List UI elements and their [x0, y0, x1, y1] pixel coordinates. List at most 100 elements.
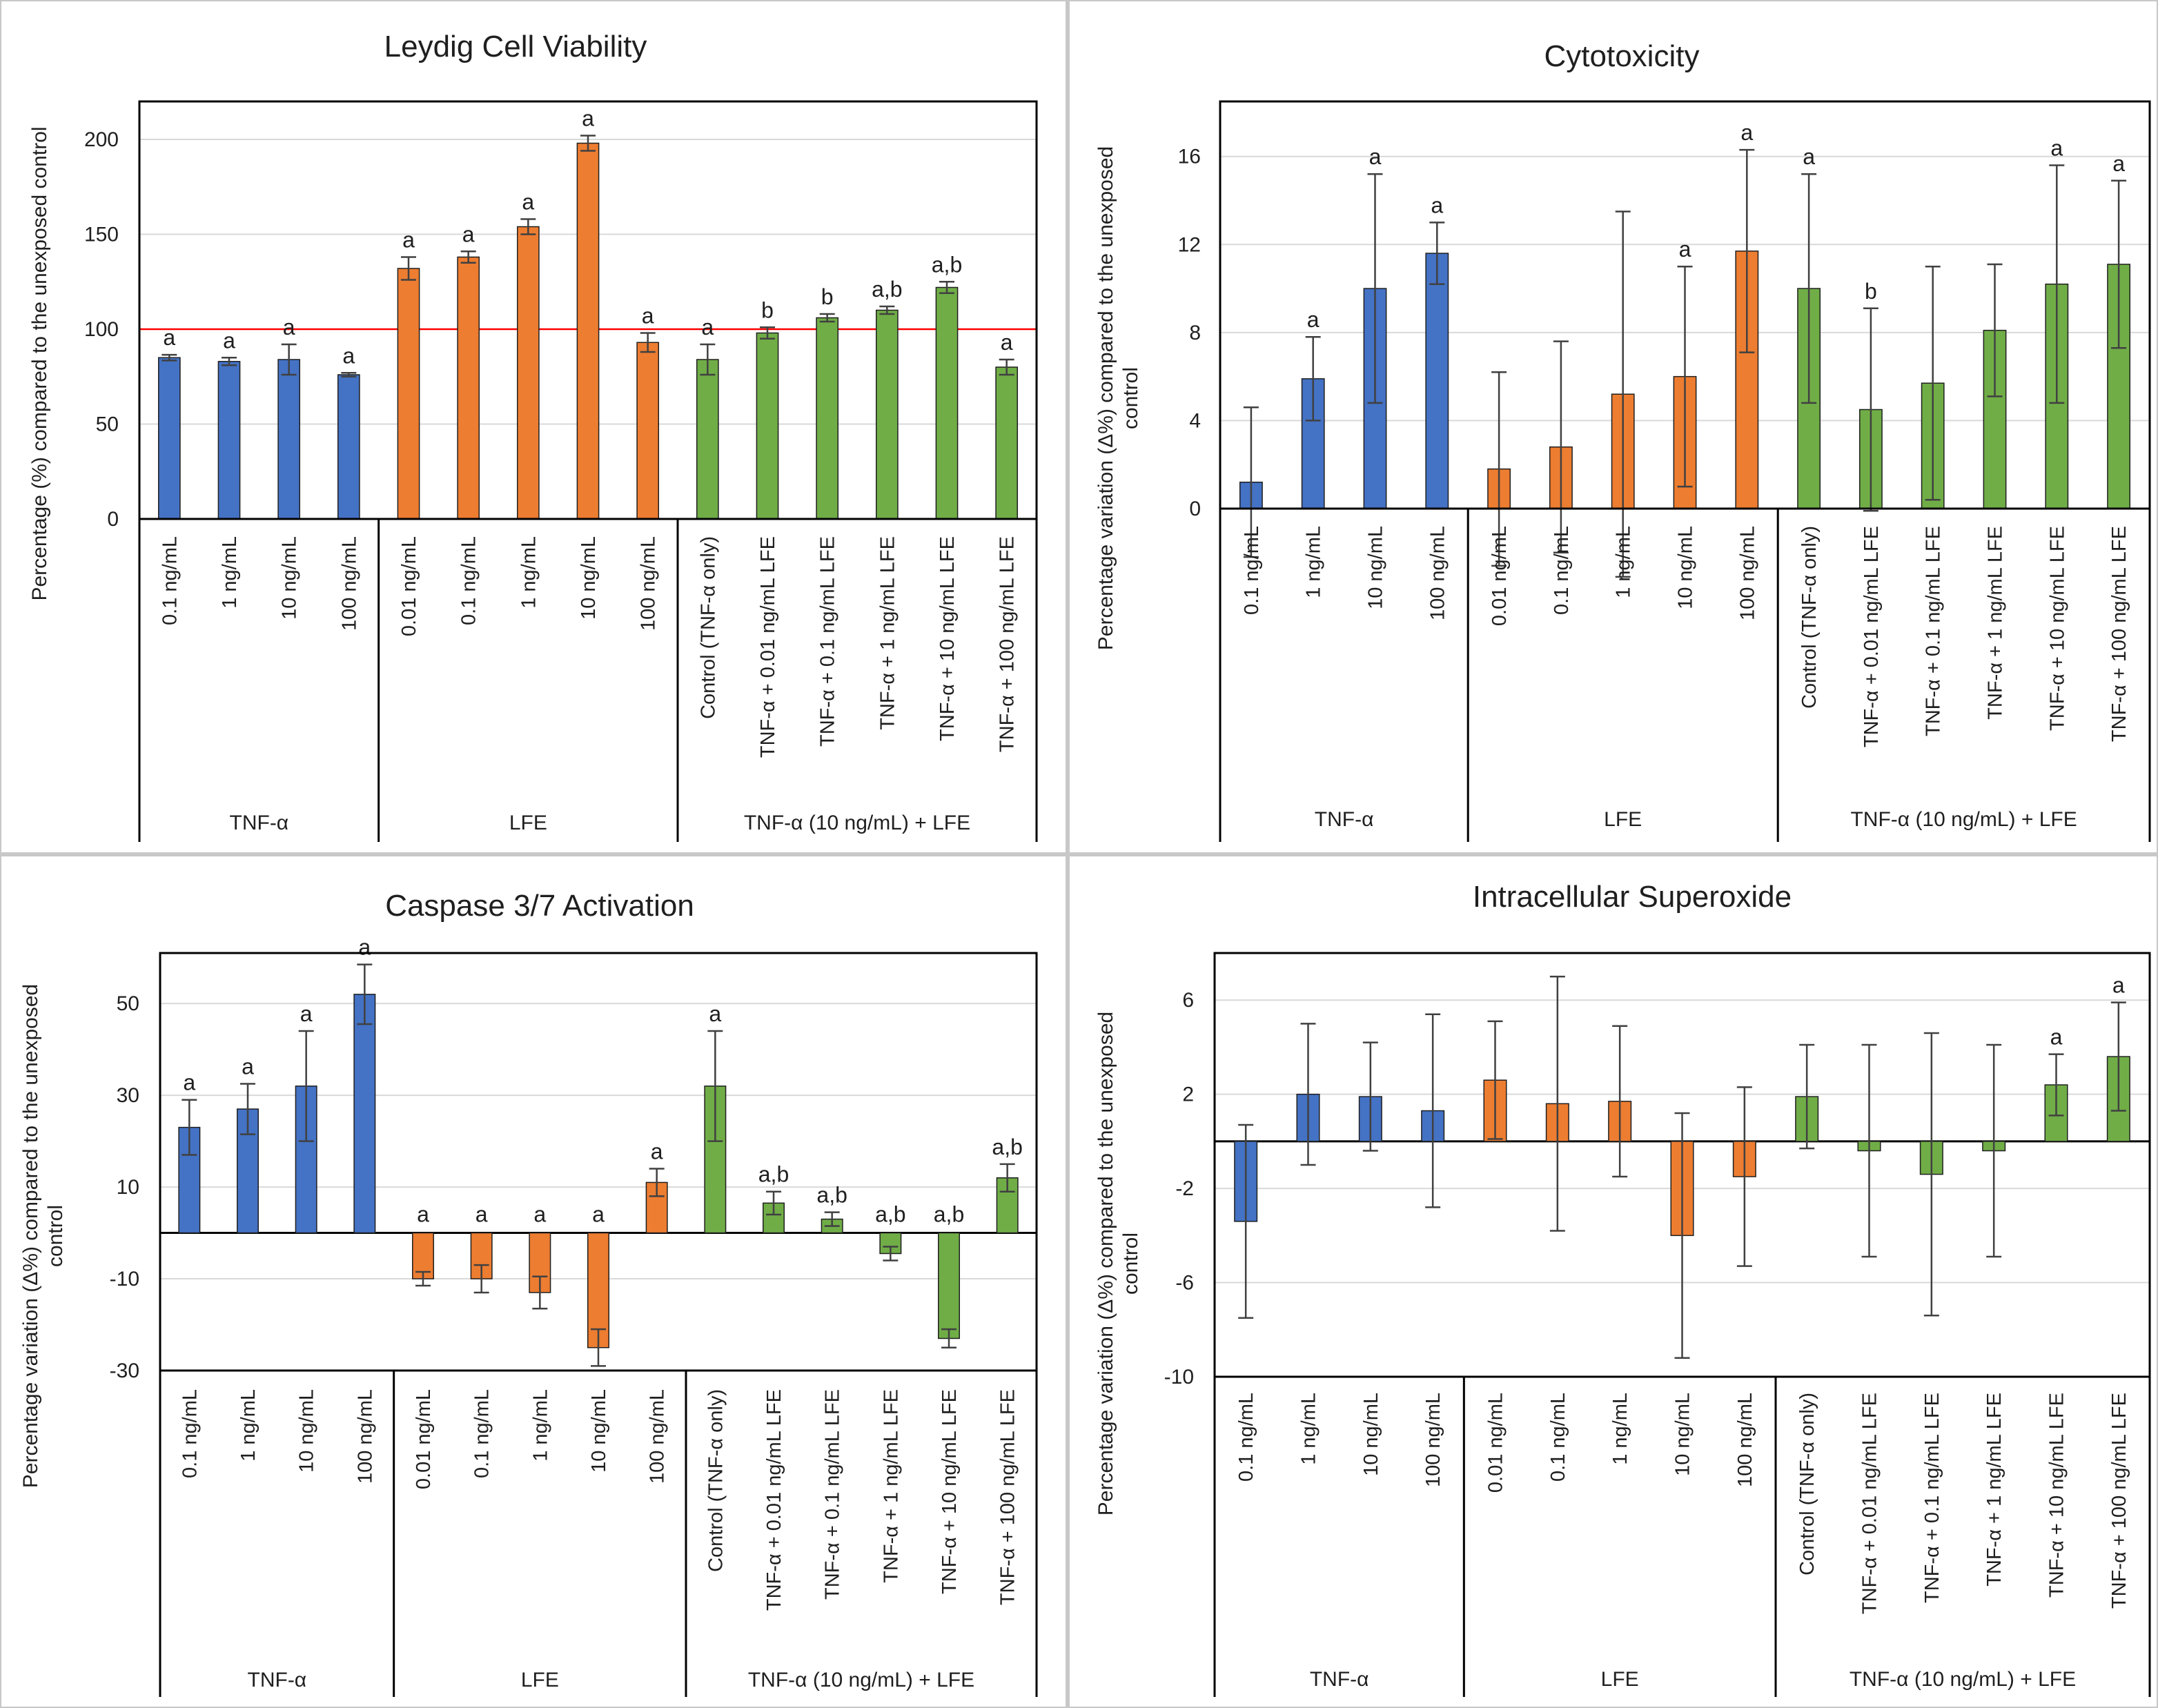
x-category-label: Control (TNF-α only)	[705, 1389, 727, 1572]
plot-frame	[138, 100, 1038, 520]
x-category-label: TNF-α + 1 ng/mL LFE	[1983, 1393, 2005, 1587]
x-category-label: TNF-α + 0.1 ng/mL LFE	[817, 536, 839, 747]
bar-combo	[995, 366, 1019, 520]
significance-label: a	[701, 315, 714, 340]
bar-combo	[938, 1232, 960, 1339]
x-category-label: Control (TNF-α only)	[1796, 1393, 1818, 1576]
plot-frame	[1219, 100, 2151, 510]
x-category-label: Control (TNF-α only)	[1798, 526, 1821, 709]
x-category-label: TNF-α + 100 ng/mL LFE	[997, 1389, 1019, 1605]
significance-label: a,b	[875, 1202, 905, 1227]
y-axis-label: Percentage variation (Δ%) compared to th…	[19, 984, 67, 1488]
significance-label: a,b	[932, 252, 962, 277]
group-label: LFE	[509, 812, 547, 834]
x-category-label: 100 ng/mL	[647, 1389, 669, 1484]
panel-leydig-cell-viability: 0 50 100 150 200 a 0.1 ng/mL a 1 ng/mL a 10 ng/mL a…	[1, 1, 1066, 852]
significance-label: a	[2112, 973, 2125, 998]
significance-label: a	[709, 1001, 721, 1026]
significance-label: a	[163, 325, 175, 350]
significance-label: a,b	[992, 1135, 1022, 1159]
x-category-label: 0.01 ng/mL	[413, 1389, 435, 1489]
significance-label: a	[475, 1202, 488, 1227]
x-category-label: TNF-α + 10 ng/mL LFE	[2046, 1393, 2068, 1598]
y-tick-label: 50	[96, 413, 119, 436]
significance-label: a	[1679, 237, 1691, 262]
group-label: TNF-α	[1315, 808, 1374, 831]
y-axis-label-line: control	[1119, 367, 1142, 429]
y-axis-label-line: Percentage (%) compared to the unexposed…	[28, 126, 51, 600]
y-tick-label: -2	[1175, 1177, 1194, 1200]
significance-label: a	[402, 228, 415, 253]
bar-lfe	[576, 142, 600, 520]
x-category-label: 1 ng/mL	[529, 1389, 551, 1462]
bar-combo	[696, 359, 719, 520]
y-tick-label: 12	[1178, 233, 1201, 256]
significance-label: a,b	[872, 277, 902, 302]
chart-svg-superoxide: -10 -6 -2 2 6 0.1 ng/mL 1 ng/mL 10 ng/mL 100 ng/…	[1095, 880, 2151, 1697]
chart-svg-cytotoxicity: 0 4 8 12 16 0.1 ng/mL a 1 ng/mL a 10 ng/mL a 100 ng…	[1095, 39, 2151, 842]
significance-label: a	[223, 328, 235, 353]
bar-tnf	[157, 357, 181, 520]
plot-frame	[159, 952, 1038, 1372]
x-category-label: 100 ng/mL	[1422, 1393, 1444, 1487]
chart-title: Caspase 3/7 Activation	[385, 889, 694, 923]
x-category-label: 100 ng/mL	[1736, 526, 1758, 620]
panel-caspase-activation: -30 -10 10 30 50 a 0.1 ng/mL a 1 ng/mL a 10 ng/mL a…	[1, 856, 1066, 1707]
significance-label: a	[642, 304, 654, 328]
panel-cytotoxicity: 0 4 8 12 16 0.1 ng/mL a 1 ng/mL a 10 ng/mL a 100 ng…	[1070, 1, 2157, 852]
x-category-label: 1 ng/mL	[219, 536, 241, 609]
chart-svg-leydig-viability: 0 50 100 150 200 a 0.1 ng/mL a 1 ng/mL a 10 ng/mL a…	[28, 30, 1038, 842]
x-category-label: 100 ng/mL	[1426, 526, 1449, 620]
significance-label: a,b	[758, 1162, 789, 1187]
y-tick-label: 100	[84, 318, 119, 341]
bar-combo	[935, 286, 959, 520]
significance-label: a	[533, 1202, 546, 1227]
x-category-label: TNF-α + 100 ng/mL LFE	[2108, 1393, 2130, 1609]
x-category-label: 1 ng/mL	[1609, 1393, 1631, 1465]
y-tick-label: 4	[1189, 409, 1201, 432]
group-label: LFE	[1604, 808, 1642, 831]
bar-tnf	[1425, 253, 1449, 509]
x-category-label: 0.01 ng/mL	[1485, 1393, 1507, 1493]
x-category-label: 10 ng/mL	[1675, 526, 1697, 609]
significance-label: b	[761, 297, 774, 322]
x-category-label: TNF-α + 10 ng/mL LFE	[936, 536, 959, 741]
x-category-label: TNF-α + 10 ng/mL LFE	[939, 1389, 961, 1594]
chart-svg-caspase: -30 -10 10 30 50 a 0.1 ng/mL a 1 ng/mL a 10 ng/mL a…	[19, 889, 1038, 1697]
x-category-label: 0.01 ng/mL	[398, 536, 420, 636]
x-category-label: 1 ng/mL	[1303, 526, 1325, 598]
x-category-label: 10 ng/mL	[1672, 1393, 1694, 1476]
significance-label: b	[1865, 279, 1877, 304]
bar-tnf	[277, 359, 301, 520]
bar-tnf	[217, 361, 241, 520]
plot-frame	[1213, 952, 2151, 1378]
x-category-label: Control (TNF-α only)	[697, 536, 719, 719]
y-axis-label: Percentage variation (Δ%) compared to th…	[1095, 146, 1142, 650]
x-category-label: 100 ng/mL	[354, 1389, 376, 1484]
significance-label: a	[342, 343, 355, 368]
y-axis-label-line: control	[44, 1205, 67, 1267]
y-axis-label-line: Percentage variation (Δ%) compared to th…	[19, 984, 42, 1488]
x-category-label: TNF-α + 100 ng/mL LFE	[2108, 526, 2130, 742]
x-category-label: 0.1 ng/mL	[1235, 1393, 1257, 1482]
group-label: TNF-α	[1310, 1668, 1369, 1691]
x-category-label: 100 ng/mL	[638, 536, 660, 631]
y-axis-label-line: Percentage variation (Δ%) compared to th…	[1095, 146, 1117, 650]
x-category-label: 10 ng/mL	[296, 1389, 318, 1473]
x-category-label: 10 ng/mL	[578, 536, 600, 620]
y-tick-label: 8	[1189, 322, 1201, 344]
significance-label: a	[1740, 120, 1753, 145]
group-label: LFE	[1601, 1668, 1639, 1691]
significance-label: a	[242, 1054, 254, 1079]
x-category-label: TNF-α + 1 ng/mL LFE	[880, 1389, 902, 1583]
bar-combo	[816, 317, 839, 520]
y-tick-label: 200	[84, 128, 119, 151]
y-tick-label: -10	[110, 1268, 139, 1290]
bar-combo	[756, 332, 779, 520]
significance-label: a	[300, 1001, 313, 1026]
chart-title: Cytotoxicity	[1544, 39, 1700, 73]
y-tick-label: 0	[1189, 498, 1201, 520]
y-tick-label: 6	[1182, 989, 1194, 1012]
bar-lfe	[516, 226, 540, 520]
bar-lfe	[636, 342, 660, 520]
